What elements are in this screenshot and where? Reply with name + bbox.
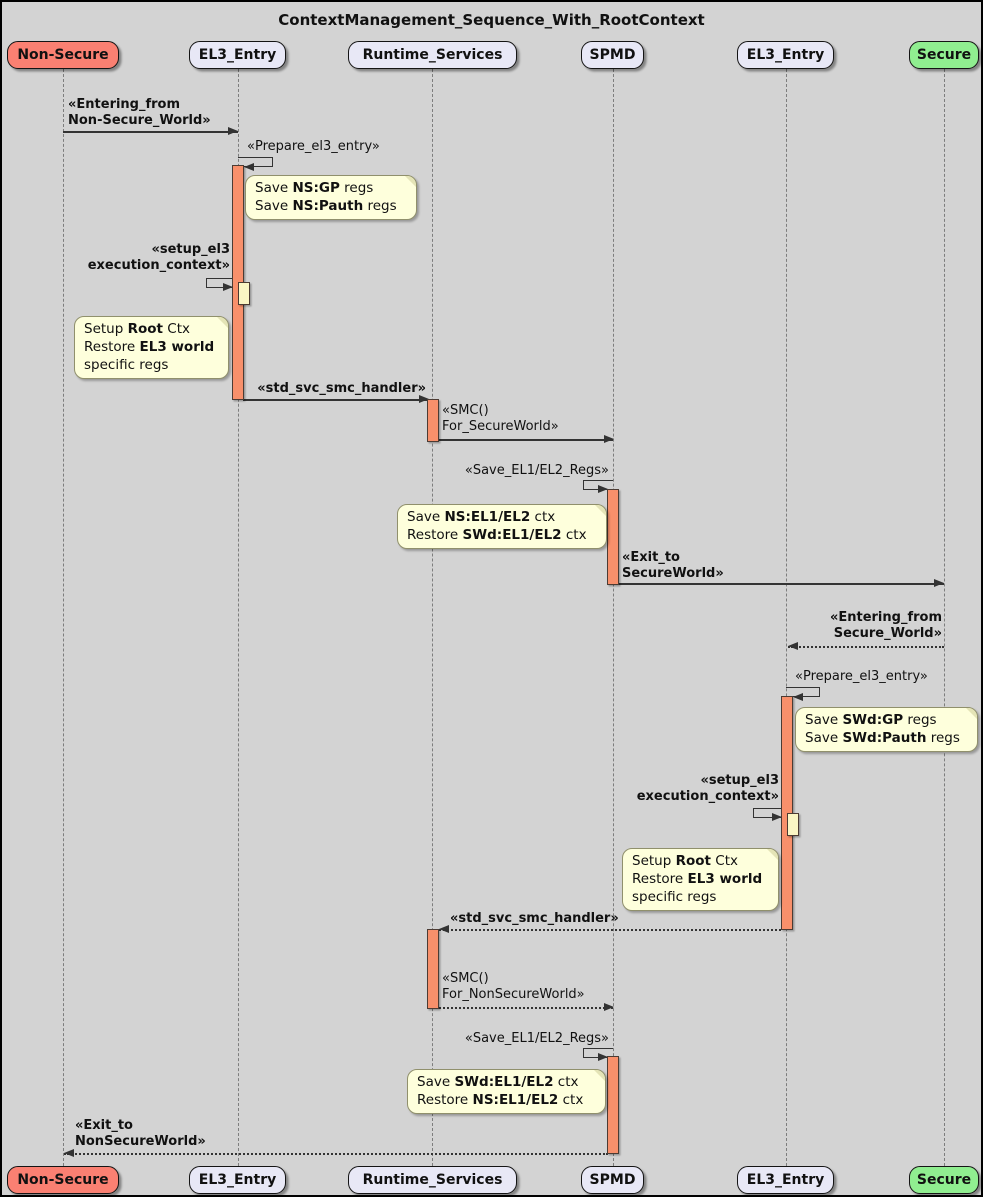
participant-spmd-top: SPMD	[581, 41, 644, 69]
lifeline-runtime-services	[432, 69, 433, 1166]
lifeline-secure	[944, 69, 945, 1166]
self-message-loop-setup-2	[753, 808, 781, 818]
note-setup-root-ctx-2: Setup Root Ctx Restore EL3 world specific …	[622, 848, 779, 911]
message-label-exit-to-non-secure-world: «Exit_to NonSecureWorld»	[75, 1118, 206, 1149]
arrowhead-right-icon	[419, 395, 429, 403]
message-label-prepare-el3-entry-2: «Prepare_el3_entry»	[795, 669, 928, 684]
participant-secure-top: Secure	[909, 41, 979, 69]
note-setup-root-ctx-1: Setup Root Ctx Restore EL3 world specific …	[74, 316, 229, 379]
message-label-smc-for-non-secure-world: «SMC() For_NonSecureWorld»	[442, 971, 585, 1002]
arrowhead-left-icon	[64, 1149, 74, 1157]
activation-runtime-services-2	[427, 929, 439, 1009]
note-fold-icon	[767, 849, 778, 860]
message-label-entering-from-non-secure-world: «Entering_from Non-Secure_World»	[68, 97, 211, 128]
message-label-std-svc-smc-handler-1: «std_svc_smc_handler»	[257, 381, 426, 396]
arrowhead-right-icon	[223, 283, 233, 291]
lifeline-el3-entry-1	[238, 69, 239, 1166]
message-label-prepare-el3-entry-1: «Prepare_el3_entry»	[247, 139, 380, 154]
participant-el3-entry-1-bottom: EL3_Entry	[189, 1166, 286, 1194]
message-line-smc-for-non-secure-world	[439, 1007, 613, 1009]
arrowhead-left-icon	[439, 925, 449, 933]
message-line-std-svc-smc-handler-1	[243, 399, 428, 401]
arrowhead-right-icon	[772, 813, 782, 821]
participant-non-secure-top: Non-Secure	[7, 41, 119, 69]
self-message-loop-prepare-2	[786, 687, 820, 697]
note-save-ns-gp-regs: Save NS:GP regs Save NS:Pauth regs	[245, 175, 417, 220]
diagram-title: ContextManagement_Sequence_With_RootCont…	[278, 11, 705, 29]
self-message-loop-setup-1	[206, 278, 232, 288]
self-message-loop-prepare-1	[238, 157, 273, 167]
note-save-swd-el1-el2-ctx: Save SWd:EL1/EL2 ctx Restore NS:EL1/EL2 c…	[407, 1069, 606, 1114]
note-fold-icon	[595, 505, 606, 516]
participant-spmd-bottom: SPMD	[581, 1166, 644, 1194]
note-fold-icon	[217, 317, 228, 328]
arrowhead-right-icon	[598, 1053, 608, 1061]
arrowhead-left-icon	[793, 693, 803, 701]
arrowhead-right-icon	[604, 1003, 614, 1011]
activation-spmd-1	[607, 489, 619, 585]
arrowhead-right-icon	[604, 435, 614, 443]
arrowhead-right-icon	[228, 127, 238, 135]
message-line-smc-for-secure-world	[439, 439, 613, 441]
message-line-exit-to-secure-world	[619, 583, 944, 585]
message-label-std-svc-smc-handler-2: «std_svc_smc_handler»	[450, 911, 619, 926]
arrowhead-right-icon	[934, 579, 944, 587]
message-label-smc-for-secure-world: «SMC() For_SecureWorld»	[442, 403, 559, 434]
activation-nested-el3-entry-1	[238, 282, 250, 305]
participant-el3-entry-2-bottom: EL3_Entry	[737, 1166, 834, 1194]
note-fold-icon	[405, 176, 416, 187]
note-fold-icon	[966, 708, 977, 719]
activation-nested-el3-entry-2	[787, 813, 799, 836]
message-line-std-svc-smc-handler-2	[439, 929, 781, 931]
message-label-setup-el3-execution-context-1: «setup_el3 execution_context»	[87, 242, 230, 273]
message-label-save-el1-el2-regs-1: «Save_EL1/EL2_Regs»	[464, 463, 609, 478]
activation-runtime-services-1	[427, 399, 439, 442]
message-label-exit-to-secure-world: «Exit_to SecureWorld»	[622, 550, 724, 581]
activation-spmd-2	[607, 1056, 619, 1154]
message-line-exit-to-non-secure-world	[64, 1153, 608, 1155]
note-save-ns-el1-el2-ctx: Save NS:EL1/EL2 ctx Restore SWd:EL1/EL2 c…	[397, 504, 607, 549]
participant-secure-bottom: Secure	[909, 1166, 979, 1194]
participant-runtime-services-bottom: Runtime_Services	[348, 1166, 517, 1194]
lifeline-non-secure	[63, 69, 64, 1166]
participant-runtime-services-top: Runtime_Services	[348, 41, 517, 69]
message-line-entering-from-secure-world	[788, 646, 944, 648]
message-label-setup-el3-execution-context-2: «setup_el3 execution_context»	[636, 773, 779, 804]
arrowhead-left-icon	[788, 642, 798, 650]
note-fold-icon	[594, 1070, 605, 1081]
arrowhead-left-icon	[244, 163, 254, 171]
participant-el3-entry-1-top: EL3_Entry	[189, 41, 286, 69]
participant-el3-entry-2-top: EL3_Entry	[737, 41, 834, 69]
message-label-entering-from-secure-world: «Entering_from Secure_World»	[829, 610, 942, 641]
arrowhead-right-icon	[598, 485, 608, 493]
message-label-save-el1-el2-regs-2: «Save_EL1/EL2_Regs»	[464, 1031, 609, 1046]
lifeline-spmd	[613, 69, 614, 1166]
note-save-swd-gp-regs: Save SWd:GP regs Save SWd:Pauth regs	[795, 707, 978, 752]
participant-non-secure-bottom: Non-Secure	[7, 1166, 119, 1194]
lifeline-el3-entry-2	[786, 69, 787, 1166]
message-line-entering-from-non-secure-world	[63, 131, 238, 133]
